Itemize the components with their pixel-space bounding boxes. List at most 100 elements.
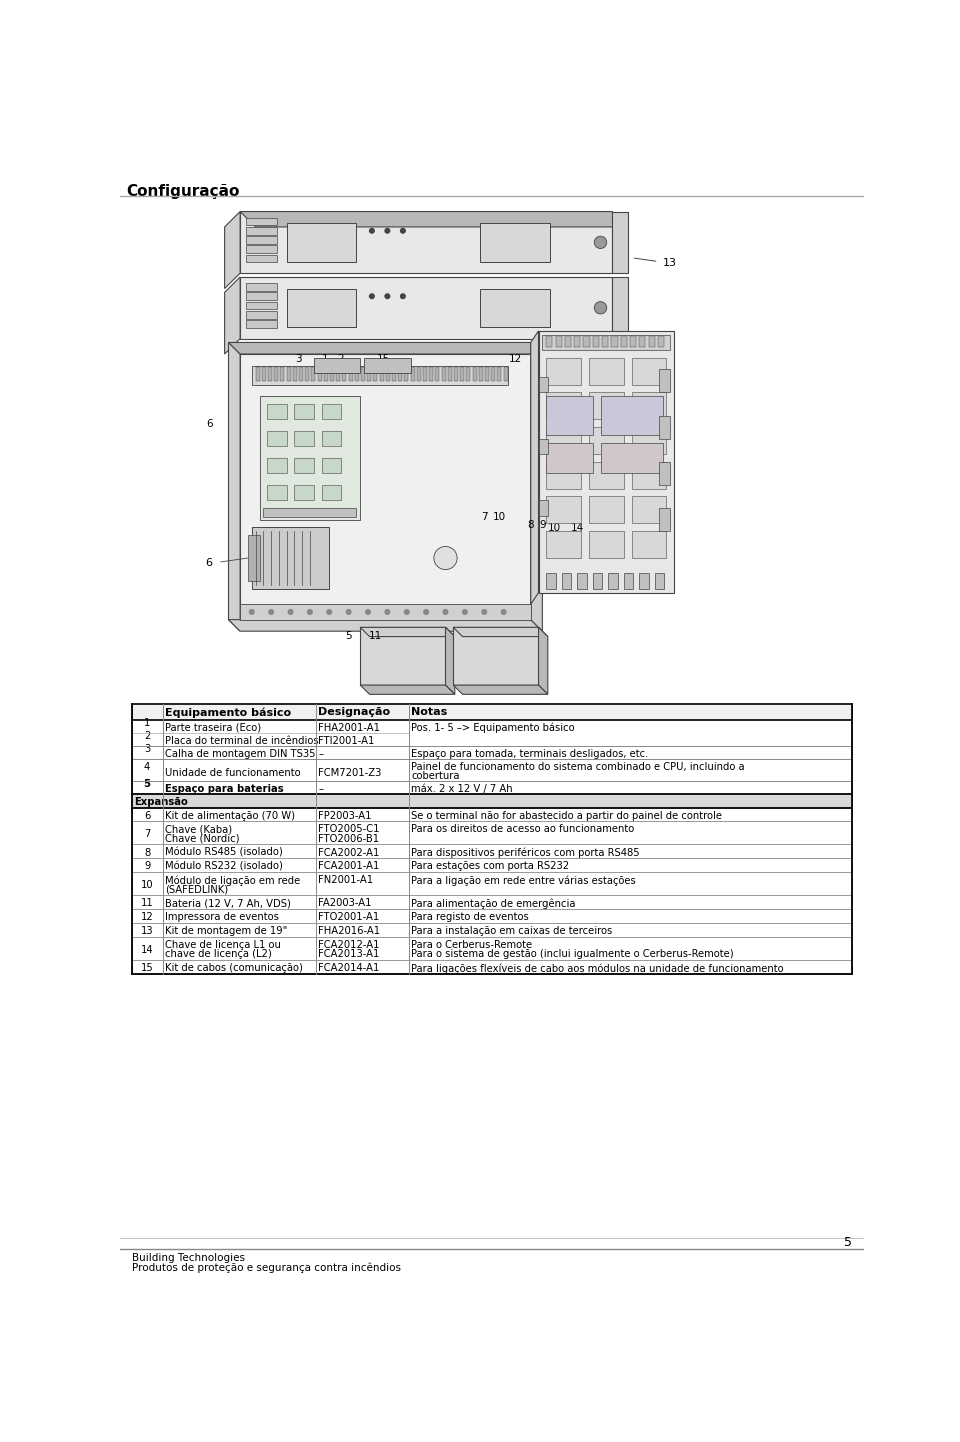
Bar bbox=[546, 397, 592, 435]
Bar bbox=[564, 336, 571, 348]
Polygon shape bbox=[240, 212, 628, 226]
Circle shape bbox=[250, 610, 254, 614]
Text: FA2003-A1: FA2003-A1 bbox=[319, 898, 372, 908]
Bar bbox=[132, 845, 852, 858]
Bar bbox=[262, 368, 266, 381]
Text: Unidade de funcionamento: Unidade de funcionamento bbox=[165, 769, 300, 779]
Bar bbox=[659, 415, 670, 438]
Bar bbox=[588, 531, 624, 558]
Bar bbox=[574, 336, 581, 348]
Text: FP2003-A1: FP2003-A1 bbox=[319, 810, 372, 820]
Bar bbox=[546, 496, 581, 523]
Circle shape bbox=[385, 610, 390, 614]
Circle shape bbox=[404, 610, 409, 614]
Bar bbox=[252, 365, 508, 385]
Circle shape bbox=[594, 301, 607, 314]
Bar bbox=[453, 627, 539, 685]
Polygon shape bbox=[445, 627, 455, 695]
Bar bbox=[240, 353, 531, 620]
Text: 1: 1 bbox=[144, 718, 151, 728]
Bar bbox=[454, 368, 458, 381]
Bar bbox=[280, 368, 284, 381]
Bar bbox=[295, 485, 314, 500]
Bar bbox=[267, 485, 287, 500]
Text: cobertura: cobertura bbox=[412, 771, 460, 782]
Bar bbox=[612, 277, 628, 339]
Bar bbox=[247, 283, 277, 291]
Bar bbox=[460, 368, 464, 381]
Bar bbox=[658, 336, 664, 348]
Bar bbox=[248, 535, 259, 581]
Circle shape bbox=[400, 294, 405, 298]
Bar bbox=[539, 378, 548, 392]
Polygon shape bbox=[225, 277, 240, 353]
Bar bbox=[632, 358, 666, 385]
Bar bbox=[247, 311, 277, 319]
Text: 12: 12 bbox=[141, 913, 154, 923]
Bar bbox=[132, 793, 852, 808]
Bar bbox=[132, 872, 852, 895]
Text: FTO2005-C1: FTO2005-C1 bbox=[319, 825, 380, 835]
Text: Kit de alimentação (70 W): Kit de alimentação (70 W) bbox=[165, 810, 295, 820]
Text: Para a instalação em caixas de terceiros: Para a instalação em caixas de terceiros bbox=[412, 926, 612, 936]
Bar bbox=[467, 368, 470, 381]
Circle shape bbox=[288, 610, 293, 614]
Bar bbox=[539, 330, 674, 593]
Text: 7: 7 bbox=[481, 512, 488, 522]
Text: Para dispositivos periféricos com porta RS485: Para dispositivos periféricos com porta … bbox=[412, 848, 640, 858]
Bar bbox=[318, 368, 322, 381]
Bar bbox=[240, 212, 612, 273]
Bar bbox=[423, 368, 427, 381]
Polygon shape bbox=[228, 620, 542, 632]
Bar bbox=[322, 431, 341, 447]
Bar bbox=[546, 443, 592, 473]
Text: FHA2016-A1: FHA2016-A1 bbox=[319, 926, 380, 936]
Polygon shape bbox=[453, 627, 548, 636]
Text: 2: 2 bbox=[338, 353, 345, 363]
Bar bbox=[252, 528, 329, 588]
Polygon shape bbox=[360, 685, 455, 695]
Text: Bateria (12 V, 7 Ah, VDS): Bateria (12 V, 7 Ah, VDS) bbox=[165, 898, 291, 908]
Bar bbox=[417, 368, 420, 381]
Bar bbox=[639, 574, 649, 588]
Bar bbox=[546, 427, 581, 454]
Bar bbox=[132, 808, 852, 822]
Circle shape bbox=[385, 294, 390, 298]
Bar bbox=[480, 288, 550, 327]
Circle shape bbox=[385, 228, 390, 234]
Text: 5: 5 bbox=[845, 1236, 852, 1249]
Text: FCA2001-A1: FCA2001-A1 bbox=[319, 861, 380, 871]
Bar bbox=[632, 531, 666, 558]
Text: 15: 15 bbox=[141, 963, 154, 973]
Text: FTO2001-A1: FTO2001-A1 bbox=[319, 913, 379, 923]
Bar bbox=[132, 960, 852, 973]
Bar bbox=[472, 368, 476, 381]
Text: Building Technologies: Building Technologies bbox=[132, 1253, 245, 1263]
Circle shape bbox=[307, 610, 312, 614]
Text: 4: 4 bbox=[144, 761, 151, 771]
Text: 4: 4 bbox=[589, 339, 596, 349]
Text: FCA2014-A1: FCA2014-A1 bbox=[319, 963, 380, 973]
Circle shape bbox=[370, 294, 374, 298]
Bar bbox=[330, 368, 334, 381]
Bar bbox=[348, 368, 352, 381]
Text: máx. 2 x 12 V / 7 Ah: máx. 2 x 12 V / 7 Ah bbox=[412, 783, 513, 793]
Text: Chave de licença L1 ou: Chave de licença L1 ou bbox=[165, 940, 281, 950]
Text: Kit de cabos (comunicação): Kit de cabos (comunicação) bbox=[165, 963, 302, 973]
Bar bbox=[299, 368, 303, 381]
Text: FCA2012-A1: FCA2012-A1 bbox=[319, 940, 380, 950]
Text: Parte traseira (Eco): Parte traseira (Eco) bbox=[165, 722, 261, 733]
Bar bbox=[398, 368, 402, 381]
Text: Para alimentação de emergência: Para alimentação de emergência bbox=[412, 898, 576, 908]
Text: Para ligações flexíveis de cabo aos módulos na unidade de funcionamento: Para ligações flexíveis de cabo aos módu… bbox=[412, 963, 784, 973]
Bar bbox=[542, 335, 670, 350]
Text: 1: 1 bbox=[322, 353, 328, 363]
Bar bbox=[132, 758, 852, 780]
Bar bbox=[314, 358, 360, 373]
Bar bbox=[655, 574, 664, 588]
Bar bbox=[132, 780, 852, 793]
Text: Chave (Nordic): Chave (Nordic) bbox=[165, 833, 239, 844]
Text: 6: 6 bbox=[144, 810, 151, 820]
Bar bbox=[539, 438, 548, 454]
Text: 10: 10 bbox=[141, 880, 154, 890]
